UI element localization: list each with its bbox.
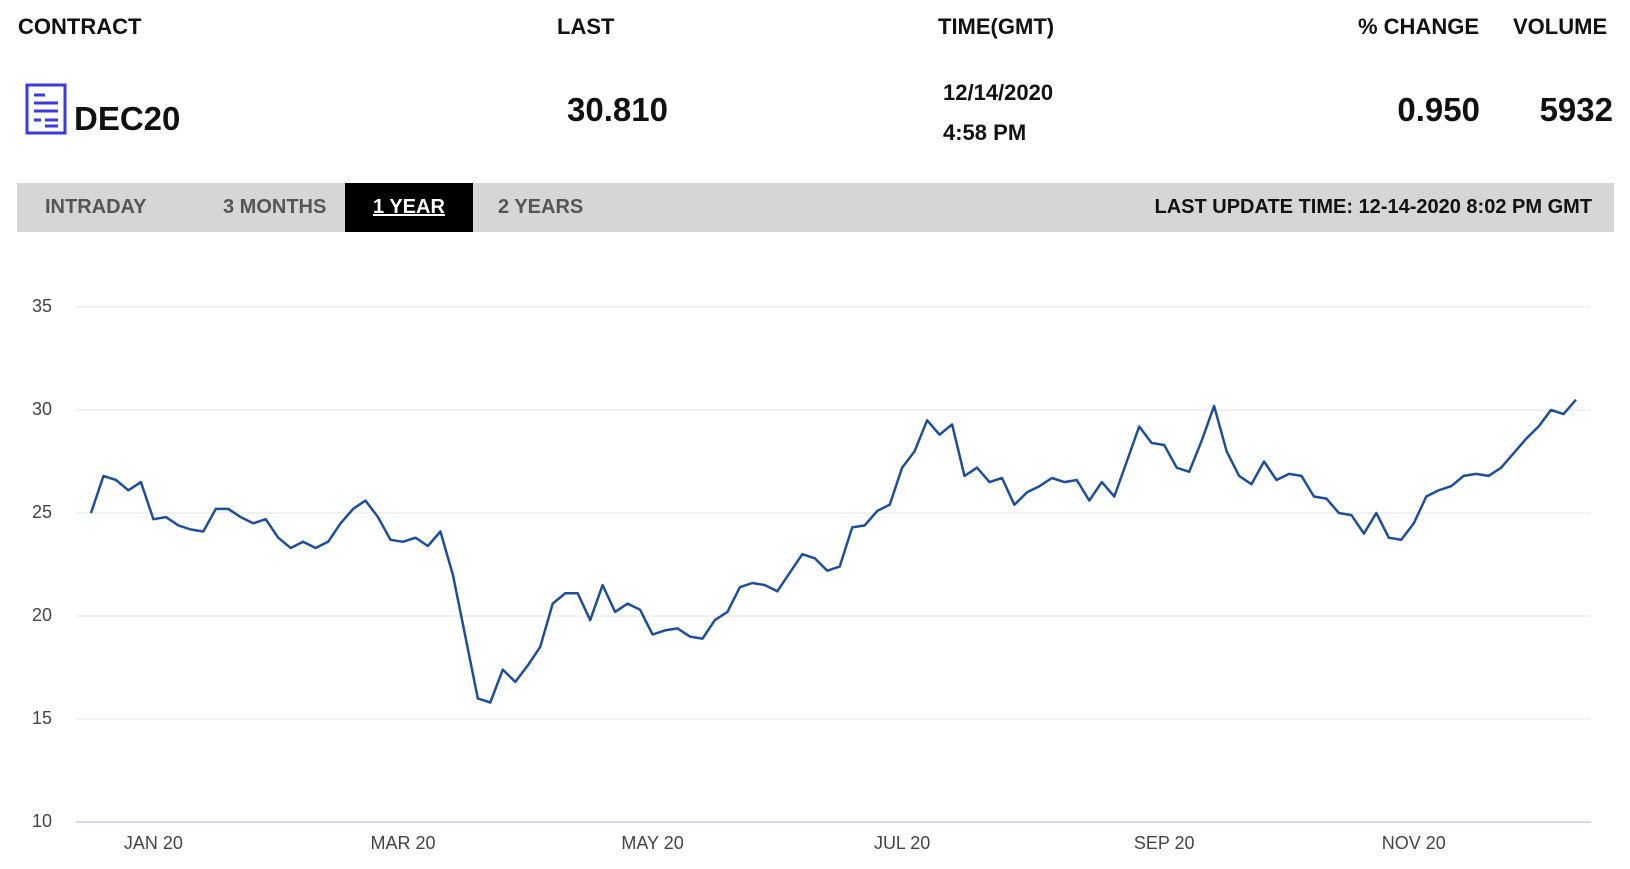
column-header: LAST — [557, 14, 615, 39]
x-tick-label: JUL 20 — [874, 833, 930, 853]
volume: 5932 — [1539, 91, 1613, 128]
column-header: TIME(GMT) — [938, 14, 1055, 39]
quote-time: 4:58 PM — [943, 120, 1027, 145]
column-header: VOLUME — [1513, 14, 1608, 39]
x-tick-label: MAY 20 — [621, 833, 683, 853]
x-tick-label: MAR 20 — [370, 833, 435, 853]
column-header: CONTRACT — [18, 14, 142, 39]
y-tick-label: 35 — [32, 296, 52, 316]
x-tick-label: JAN 20 — [124, 833, 183, 853]
tab[interactable]: 3 MONTHS — [223, 196, 327, 218]
tab[interactable]: 1 YEAR — [345, 183, 473, 232]
y-tick-label: 15 — [32, 708, 52, 728]
tab-bar: INTRADAY 3 MONTHS 1 YEAR 2 YEARS LAST UP… — [17, 183, 1614, 232]
y-tick-label: 25 — [32, 502, 52, 522]
price-line — [89, 398, 1577, 704]
column-header: % CHANGE — [1358, 14, 1480, 39]
tab[interactable]: INTRADAY — [45, 196, 147, 218]
tab[interactable]: 2 YEARS — [498, 196, 584, 218]
last-price: 30.810 — [567, 91, 668, 128]
percent-change: 0.950 — [1397, 91, 1480, 128]
x-tick-label: SEP 20 — [1134, 833, 1195, 853]
last-update: LAST UPDATE TIME: 12-14-2020 8:02 PM GMT — [1154, 196, 1593, 218]
quote-date: 12/14/2020 — [943, 80, 1054, 105]
x-tick-label: NOV 20 — [1382, 833, 1446, 853]
y-tick-label: 10 — [32, 811, 52, 831]
y-tick-label: 30 — [32, 399, 52, 419]
y-tick-label: 20 — [32, 605, 52, 625]
contract-name: DEC20 — [74, 100, 181, 137]
contract-icon — [25, 83, 67, 135]
